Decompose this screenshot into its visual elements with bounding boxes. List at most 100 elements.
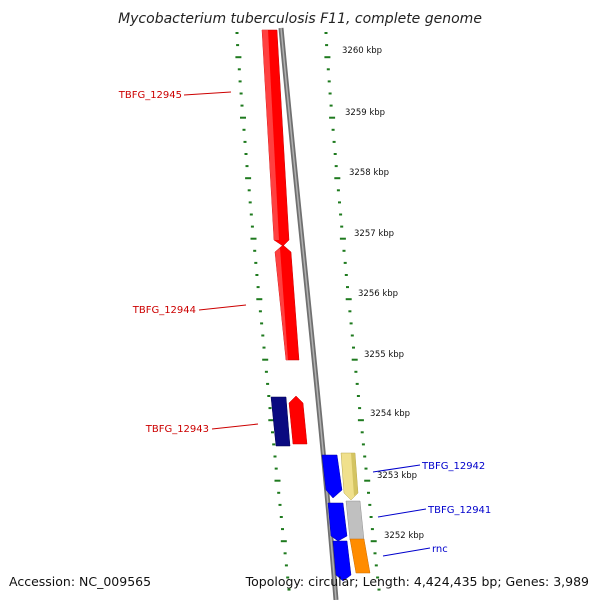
ring-dash <box>345 298 352 301</box>
ring-dash <box>333 153 337 155</box>
gene-blue-lower[interactable] <box>332 540 352 582</box>
ring-dash <box>286 576 290 579</box>
ring-dash <box>255 274 259 276</box>
gene-tbfg-12942[interactable] <box>321 454 343 499</box>
ring-dash <box>376 576 380 579</box>
tick-label: 3257 kbp <box>354 229 394 239</box>
gene-label[interactable]: TBFG_12942 <box>421 461 485 472</box>
tick-label: 3252 kbp <box>384 531 424 541</box>
ring-dash <box>243 140 247 143</box>
gene-rnc[interactable] <box>349 538 371 574</box>
ring-dash <box>334 177 341 180</box>
ring-dash <box>272 443 276 446</box>
ring-dash <box>324 56 331 59</box>
ring-dash <box>339 237 346 240</box>
ring-dash <box>256 298 263 301</box>
ring-dash <box>262 346 266 349</box>
ring-dash <box>374 564 378 567</box>
ring-dash <box>244 153 248 155</box>
ring-dash <box>329 104 333 107</box>
ring-dash <box>264 370 268 373</box>
gene-label[interactable]: TBFG_12945 <box>118 90 182 101</box>
ring-dash <box>364 467 368 470</box>
ring-dash <box>328 92 332 95</box>
ring-dash <box>356 395 360 397</box>
gene-silver[interactable] <box>345 500 365 541</box>
gene-navy-block[interactable] <box>270 396 291 447</box>
ring-dash <box>283 552 287 555</box>
ring-dash <box>344 274 348 276</box>
ring-dash <box>350 334 354 337</box>
ring-dash <box>369 516 373 518</box>
ring-dash <box>338 201 341 204</box>
ring-dash <box>364 479 371 482</box>
ring-dash <box>267 395 271 397</box>
gene-label[interactable]: TBFG_12943 <box>145 424 209 435</box>
ring-dash <box>361 443 365 446</box>
dotted-ring-guides <box>235 32 381 591</box>
ring-dash <box>373 552 377 555</box>
tick-label: 3254 kbp <box>370 409 410 419</box>
ring-dash <box>245 165 249 168</box>
ring-dash <box>368 503 372 506</box>
tick-label: 3253 kbp <box>377 471 417 481</box>
ring-dash <box>287 588 291 591</box>
ring-dash <box>268 407 272 410</box>
gene-label[interactable]: TBFG_12941 <box>427 505 491 516</box>
tick-label: 3256 kbp <box>358 289 398 299</box>
ring-dash <box>262 358 269 361</box>
reverse-strand-features <box>261 29 308 447</box>
ring-dash <box>325 44 329 47</box>
ring-dash <box>261 334 265 337</box>
ring-dash <box>235 56 242 59</box>
tick-label: 3258 kbp <box>349 168 389 178</box>
genome-stats-text: Topology: circular; Length: 4,424,435 bp… <box>245 574 589 589</box>
ring-dash <box>247 189 251 192</box>
ring-dash <box>339 213 343 216</box>
ring-dash <box>256 286 260 289</box>
ring-dash <box>284 564 288 567</box>
ring-dash <box>326 68 330 71</box>
ring-dash <box>249 213 253 216</box>
ring-dash <box>260 322 264 325</box>
ring-dash <box>271 431 274 434</box>
tick-label: 3255 kbp <box>364 350 404 360</box>
ring-dash <box>354 370 358 373</box>
ring-dash <box>370 540 377 543</box>
ring-dash <box>274 467 278 470</box>
ring-dash <box>334 165 338 168</box>
ring-dash <box>343 261 347 264</box>
ring-dash <box>250 237 257 240</box>
gene-label[interactable]: TBFG_12944 <box>132 305 196 316</box>
ring-dash <box>331 128 335 131</box>
ring-dash <box>277 491 281 494</box>
gene-tbfg-12943[interactable] <box>288 395 308 445</box>
tick-label: 3260 kbp <box>342 46 382 56</box>
gene-label[interactable]: rnc <box>432 544 448 555</box>
ring-dash <box>351 358 358 361</box>
forward-strand-features <box>321 452 371 582</box>
ring-dash <box>273 455 277 458</box>
ring-dash <box>281 528 284 531</box>
gene-labels: TBFG_12945 TBFG_12944 TBFG_12943 TBFG_12… <box>118 90 492 555</box>
ring-dash <box>370 528 374 531</box>
accession-text: Accession: NC_009565 <box>9 574 151 589</box>
ring-dash <box>327 80 331 83</box>
ring-dash <box>336 189 340 192</box>
ring-dash <box>278 503 282 506</box>
ring-dash <box>239 92 243 95</box>
ring-dash <box>253 249 257 252</box>
ring-dash <box>329 116 336 119</box>
ring-dash <box>268 419 275 422</box>
ring-dash <box>340 225 344 228</box>
ring-dash <box>238 80 242 83</box>
ring-dash <box>349 322 353 325</box>
ring-dash <box>258 310 262 313</box>
ring-dash <box>237 68 241 71</box>
tick-label: 3259 kbp <box>345 108 385 118</box>
ring-dash <box>242 128 246 131</box>
map-title: Mycobacterium tuberculosis F11, complete… <box>118 11 482 27</box>
ring-dash <box>279 516 283 518</box>
gene-tbfg-12941[interactable] <box>327 502 348 542</box>
